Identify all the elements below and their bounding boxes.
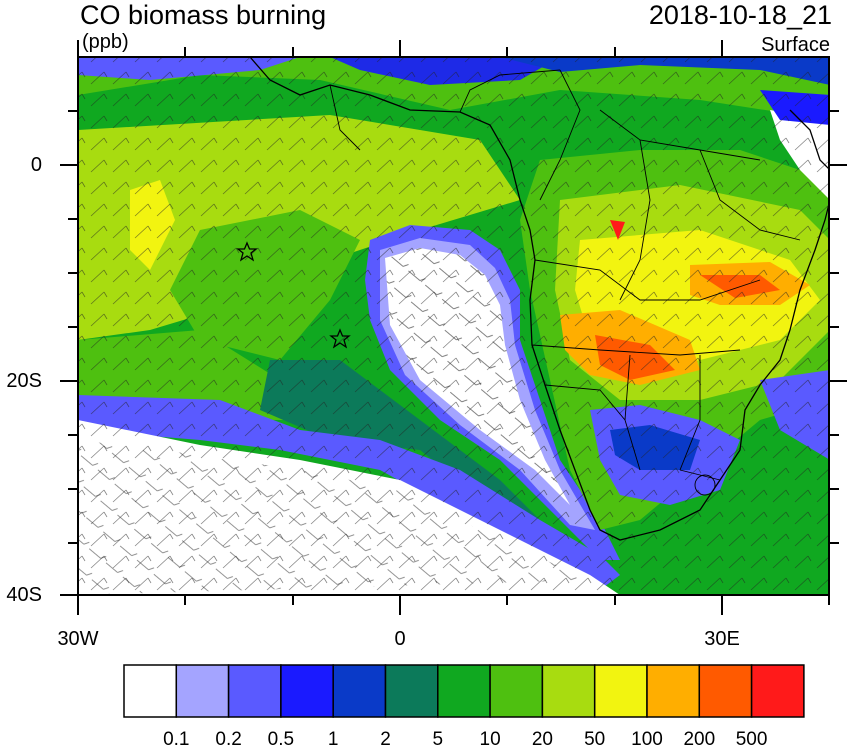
colorbar-label: 0.1	[163, 729, 190, 750]
y-tick-label: 0	[30, 154, 42, 176]
colorbar-swatch	[175, 664, 230, 718]
co-concentration-field	[78, 57, 829, 595]
colorbar-swatch	[384, 664, 439, 718]
colorbar-label: 1	[327, 729, 339, 750]
colorbar-label: 5	[432, 729, 444, 750]
colorbar-label: 0.2	[215, 729, 242, 750]
colorbar-swatch	[489, 664, 544, 718]
colorbar-label: 10	[479, 729, 501, 750]
colorbar	[123, 664, 805, 718]
colorbar-label: 500	[735, 729, 768, 750]
colorbar-swatch	[593, 664, 648, 718]
colorbar-swatch	[698, 664, 753, 718]
units-label: (ppb)	[82, 31, 129, 53]
colorbar-swatch	[227, 664, 282, 718]
colorbar-label: 50	[584, 729, 606, 750]
colorbar-swatch	[750, 664, 805, 718]
colorbar-label: 2	[380, 729, 391, 750]
colorbar-label: 20	[531, 729, 553, 750]
colorbar-swatch	[541, 664, 596, 718]
colorbar-swatch	[332, 664, 387, 718]
x-tick-label: 0	[394, 628, 406, 650]
y-tick-label: 20S	[6, 370, 42, 392]
star-marker-1	[236, 241, 258, 262]
x-tick-label: 30E	[704, 628, 740, 650]
site-markers	[236, 241, 351, 349]
x-tick-label: 30W	[57, 628, 99, 650]
star-marker-2	[329, 328, 351, 349]
level-label: Surface	[761, 34, 830, 56]
colorbar-swatch	[646, 664, 701, 718]
country-borders	[329, 69, 801, 496]
datetime-label: 2018-10-18_21	[648, 0, 832, 30]
coastlines	[249, 57, 829, 541]
map-title: CO biomass burning	[80, 0, 327, 30]
colorbar-label: 0.5	[267, 729, 295, 750]
colorbar-label: 200	[683, 729, 716, 750]
colorbar-swatch	[123, 664, 178, 718]
colorbar-swatch	[437, 664, 491, 718]
axis-ticks	[60, 40, 847, 615]
colorbar-label: 100	[631, 729, 663, 750]
y-tick-label: 40S	[6, 584, 42, 606]
colorbar-swatch	[280, 664, 334, 718]
